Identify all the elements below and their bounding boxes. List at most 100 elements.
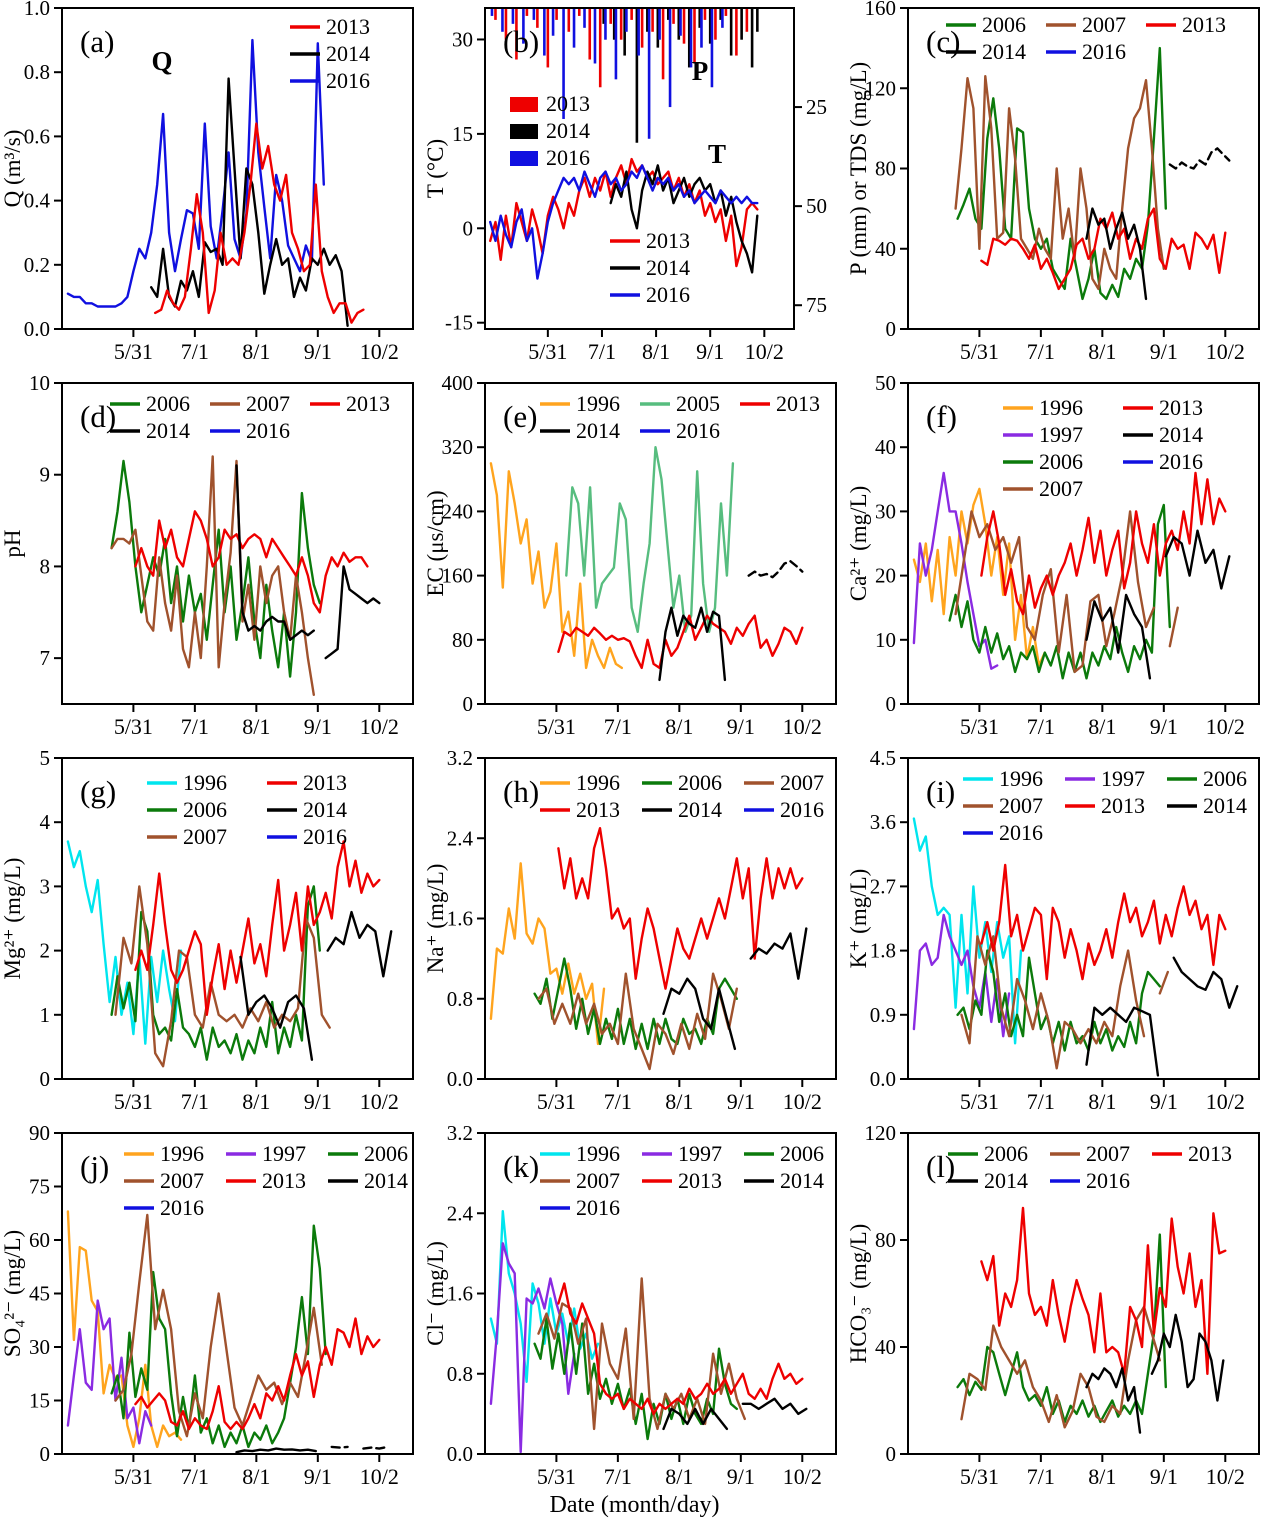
svg-text:45: 45 bbox=[29, 1282, 50, 1306]
precip-bars bbox=[490, 8, 759, 143]
svg-text:2: 2 bbox=[40, 939, 51, 963]
legend-label-2016: 2016 bbox=[646, 282, 690, 307]
y-axis-label: Ca²⁺ (mg/L) bbox=[846, 486, 871, 601]
svg-text:9: 9 bbox=[40, 463, 51, 487]
svg-text:0: 0 bbox=[463, 692, 474, 716]
legend-label-2016: 2016 bbox=[999, 820, 1043, 845]
svg-text:8/1: 8/1 bbox=[1088, 1464, 1116, 1489]
svg-text:5/31: 5/31 bbox=[114, 714, 153, 739]
y-axis-label: EC (μs/cm) bbox=[423, 490, 448, 596]
svg-text:5/31: 5/31 bbox=[960, 1464, 999, 1489]
series-1996 bbox=[489, 1209, 600, 1383]
panel-d: 7 8 9 10 5/31 7/1 8/1 9/1 10/2 pH (d) 2006 2007 2013 2… bbox=[0, 375, 423, 750]
svg-text:2.7: 2.7 bbox=[870, 874, 896, 898]
panel-letter: (f) bbox=[926, 399, 957, 434]
legend-label-2013: 2013 bbox=[678, 1168, 722, 1193]
series-2013 bbox=[134, 510, 369, 614]
svg-text:8/1: 8/1 bbox=[1088, 339, 1116, 364]
svg-text:7/1: 7/1 bbox=[1027, 714, 1055, 739]
svg-text:4: 4 bbox=[40, 810, 51, 834]
x-axis-label: Date (month/day) bbox=[549, 1492, 720, 1518]
panel-letter: (g) bbox=[80, 774, 116, 809]
series-lines bbox=[66, 38, 365, 327]
y-axis-label: P (mm) or TDS (mg/L) bbox=[846, 62, 871, 275]
legend-label-2006: 2006 bbox=[678, 770, 722, 795]
svg-text:0.8: 0.8 bbox=[447, 1362, 473, 1386]
svg-text:5/31: 5/31 bbox=[537, 1089, 576, 1114]
svg-text:5/31: 5/31 bbox=[114, 1089, 153, 1114]
svg-text:10/2: 10/2 bbox=[1206, 714, 1245, 739]
series-2014 bbox=[324, 565, 381, 660]
svg-text:9/1: 9/1 bbox=[727, 1089, 755, 1114]
svg-text:0: 0 bbox=[40, 1442, 51, 1466]
chart-sodium: 0.0 0.8 1.6 2.4 3.2 5/31 7/1 8/1 9/1 10/2 Na⁺ (mg/… bbox=[423, 750, 837, 1114]
legend-label-2014: 2014 bbox=[982, 39, 1026, 64]
chart-tds: 0 40 80 120 160 5/31 7/1 8/1 9/1 10/2 P (mm) or TD… bbox=[846, 0, 1260, 364]
y-axis-label: pH bbox=[0, 529, 25, 557]
svg-text:3.6: 3.6 bbox=[870, 810, 896, 834]
legend-label-2013: 2013 bbox=[776, 391, 820, 416]
series-2014 bbox=[1150, 1313, 1225, 1402]
legend-label-2013: 2013 bbox=[1159, 395, 1203, 420]
svg-text:10: 10 bbox=[29, 375, 50, 395]
svg-text:4.5: 4.5 bbox=[870, 750, 896, 770]
series-2007 bbox=[537, 972, 738, 1071]
panel-letter: (h) bbox=[503, 774, 539, 809]
series-2014 bbox=[1085, 207, 1148, 301]
series-1997 bbox=[912, 471, 999, 670]
legend: 1996 2005 2013 2014 2016 bbox=[540, 391, 820, 443]
chart-magnesium: 0 1 2 3 4 5 5/31 7/1 8/1 9/1 10/2 Mg²⁺ (mg/L) (g) 199… bbox=[0, 750, 414, 1114]
legend: 2006 2007 2013 2014 2016 bbox=[946, 12, 1226, 64]
svg-text:1: 1 bbox=[40, 1003, 51, 1027]
svg-text:30: 30 bbox=[452, 27, 473, 51]
legend-label-2014: 2014 bbox=[1203, 793, 1247, 818]
legend-label-2006: 2006 bbox=[183, 797, 227, 822]
svg-text:10/2: 10/2 bbox=[1206, 1464, 1245, 1489]
legend-label-2014: 2014 bbox=[678, 797, 722, 822]
series-1997 bbox=[66, 1299, 153, 1445]
legend-label-1996: 1996 bbox=[576, 1141, 620, 1166]
svg-text:10/2: 10/2 bbox=[360, 1089, 399, 1114]
series-2013 bbox=[488, 157, 759, 268]
svg-text:9/1: 9/1 bbox=[1150, 339, 1178, 364]
series-2014 bbox=[362, 1445, 389, 1450]
svg-text:5/31: 5/31 bbox=[960, 339, 999, 364]
svg-text:120: 120 bbox=[865, 76, 897, 100]
svg-text:7/1: 7/1 bbox=[181, 714, 209, 739]
panel-h: 0.0 0.8 1.6 2.4 3.2 5/31 7/1 8/1 9/1 10/2 Na⁺ (mg/… bbox=[423, 750, 846, 1125]
svg-text:15: 15 bbox=[452, 122, 473, 146]
y-axis-label: T (°C) bbox=[423, 139, 448, 198]
svg-text:10: 10 bbox=[875, 628, 896, 652]
svg-text:0.8: 0.8 bbox=[447, 987, 473, 1011]
svg-text:0.6: 0.6 bbox=[24, 124, 50, 148]
svg-text:0.4: 0.4 bbox=[24, 189, 51, 213]
chart-potassium: 0.0 0.9 1.8 2.7 3.6 4.5 5/31 7/1 8/1 9/1 10/2 K⁺ (m… bbox=[846, 750, 1260, 1114]
svg-text:25: 25 bbox=[806, 95, 827, 119]
legend-label-2006: 2006 bbox=[984, 1141, 1028, 1166]
series-1997 bbox=[912, 913, 1011, 1038]
panel-f: 0 10 20 30 40 50 5/31 7/1 8/1 9/1 10/2 Ca²⁺ (mg/L) (… bbox=[846, 375, 1269, 750]
series-2014 bbox=[1085, 593, 1152, 680]
svg-text:8/1: 8/1 bbox=[242, 714, 270, 739]
legend-label-1996: 1996 bbox=[1039, 395, 1083, 420]
svg-text:5/31: 5/31 bbox=[537, 714, 576, 739]
series-lines bbox=[956, 1206, 1227, 1434]
legend-swatch-2016 bbox=[510, 151, 538, 166]
svg-text:1.0: 1.0 bbox=[24, 0, 50, 20]
series-2007 bbox=[114, 885, 331, 1068]
series-1996 bbox=[489, 862, 606, 1046]
series-2013 bbox=[557, 1282, 804, 1416]
svg-text:1.6: 1.6 bbox=[447, 1282, 473, 1306]
svg-text:7/1: 7/1 bbox=[181, 1464, 209, 1489]
svg-text:0.0: 0.0 bbox=[870, 1067, 896, 1091]
svg-text:7/1: 7/1 bbox=[1027, 1464, 1055, 1489]
svg-text:5/31: 5/31 bbox=[528, 339, 567, 364]
series-2014 bbox=[609, 164, 759, 274]
panel-j: 0 15 30 45 60 75 90 5/31 7/1 8/1 9/1 10/2 SO₄²⁻ (mg/… bbox=[0, 1125, 423, 1523]
series-2016 bbox=[488, 164, 759, 280]
series-1996 bbox=[489, 462, 624, 670]
legend: 1996 1997 2006 2007 2013 2014 2016 bbox=[124, 1141, 408, 1220]
svg-text:7/1: 7/1 bbox=[181, 1089, 209, 1114]
series-lines bbox=[954, 46, 1231, 301]
